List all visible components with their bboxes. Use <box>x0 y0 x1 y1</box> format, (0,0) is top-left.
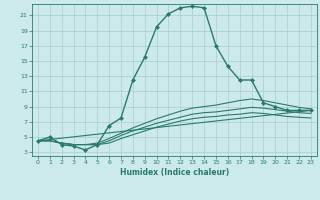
X-axis label: Humidex (Indice chaleur): Humidex (Indice chaleur) <box>120 168 229 177</box>
